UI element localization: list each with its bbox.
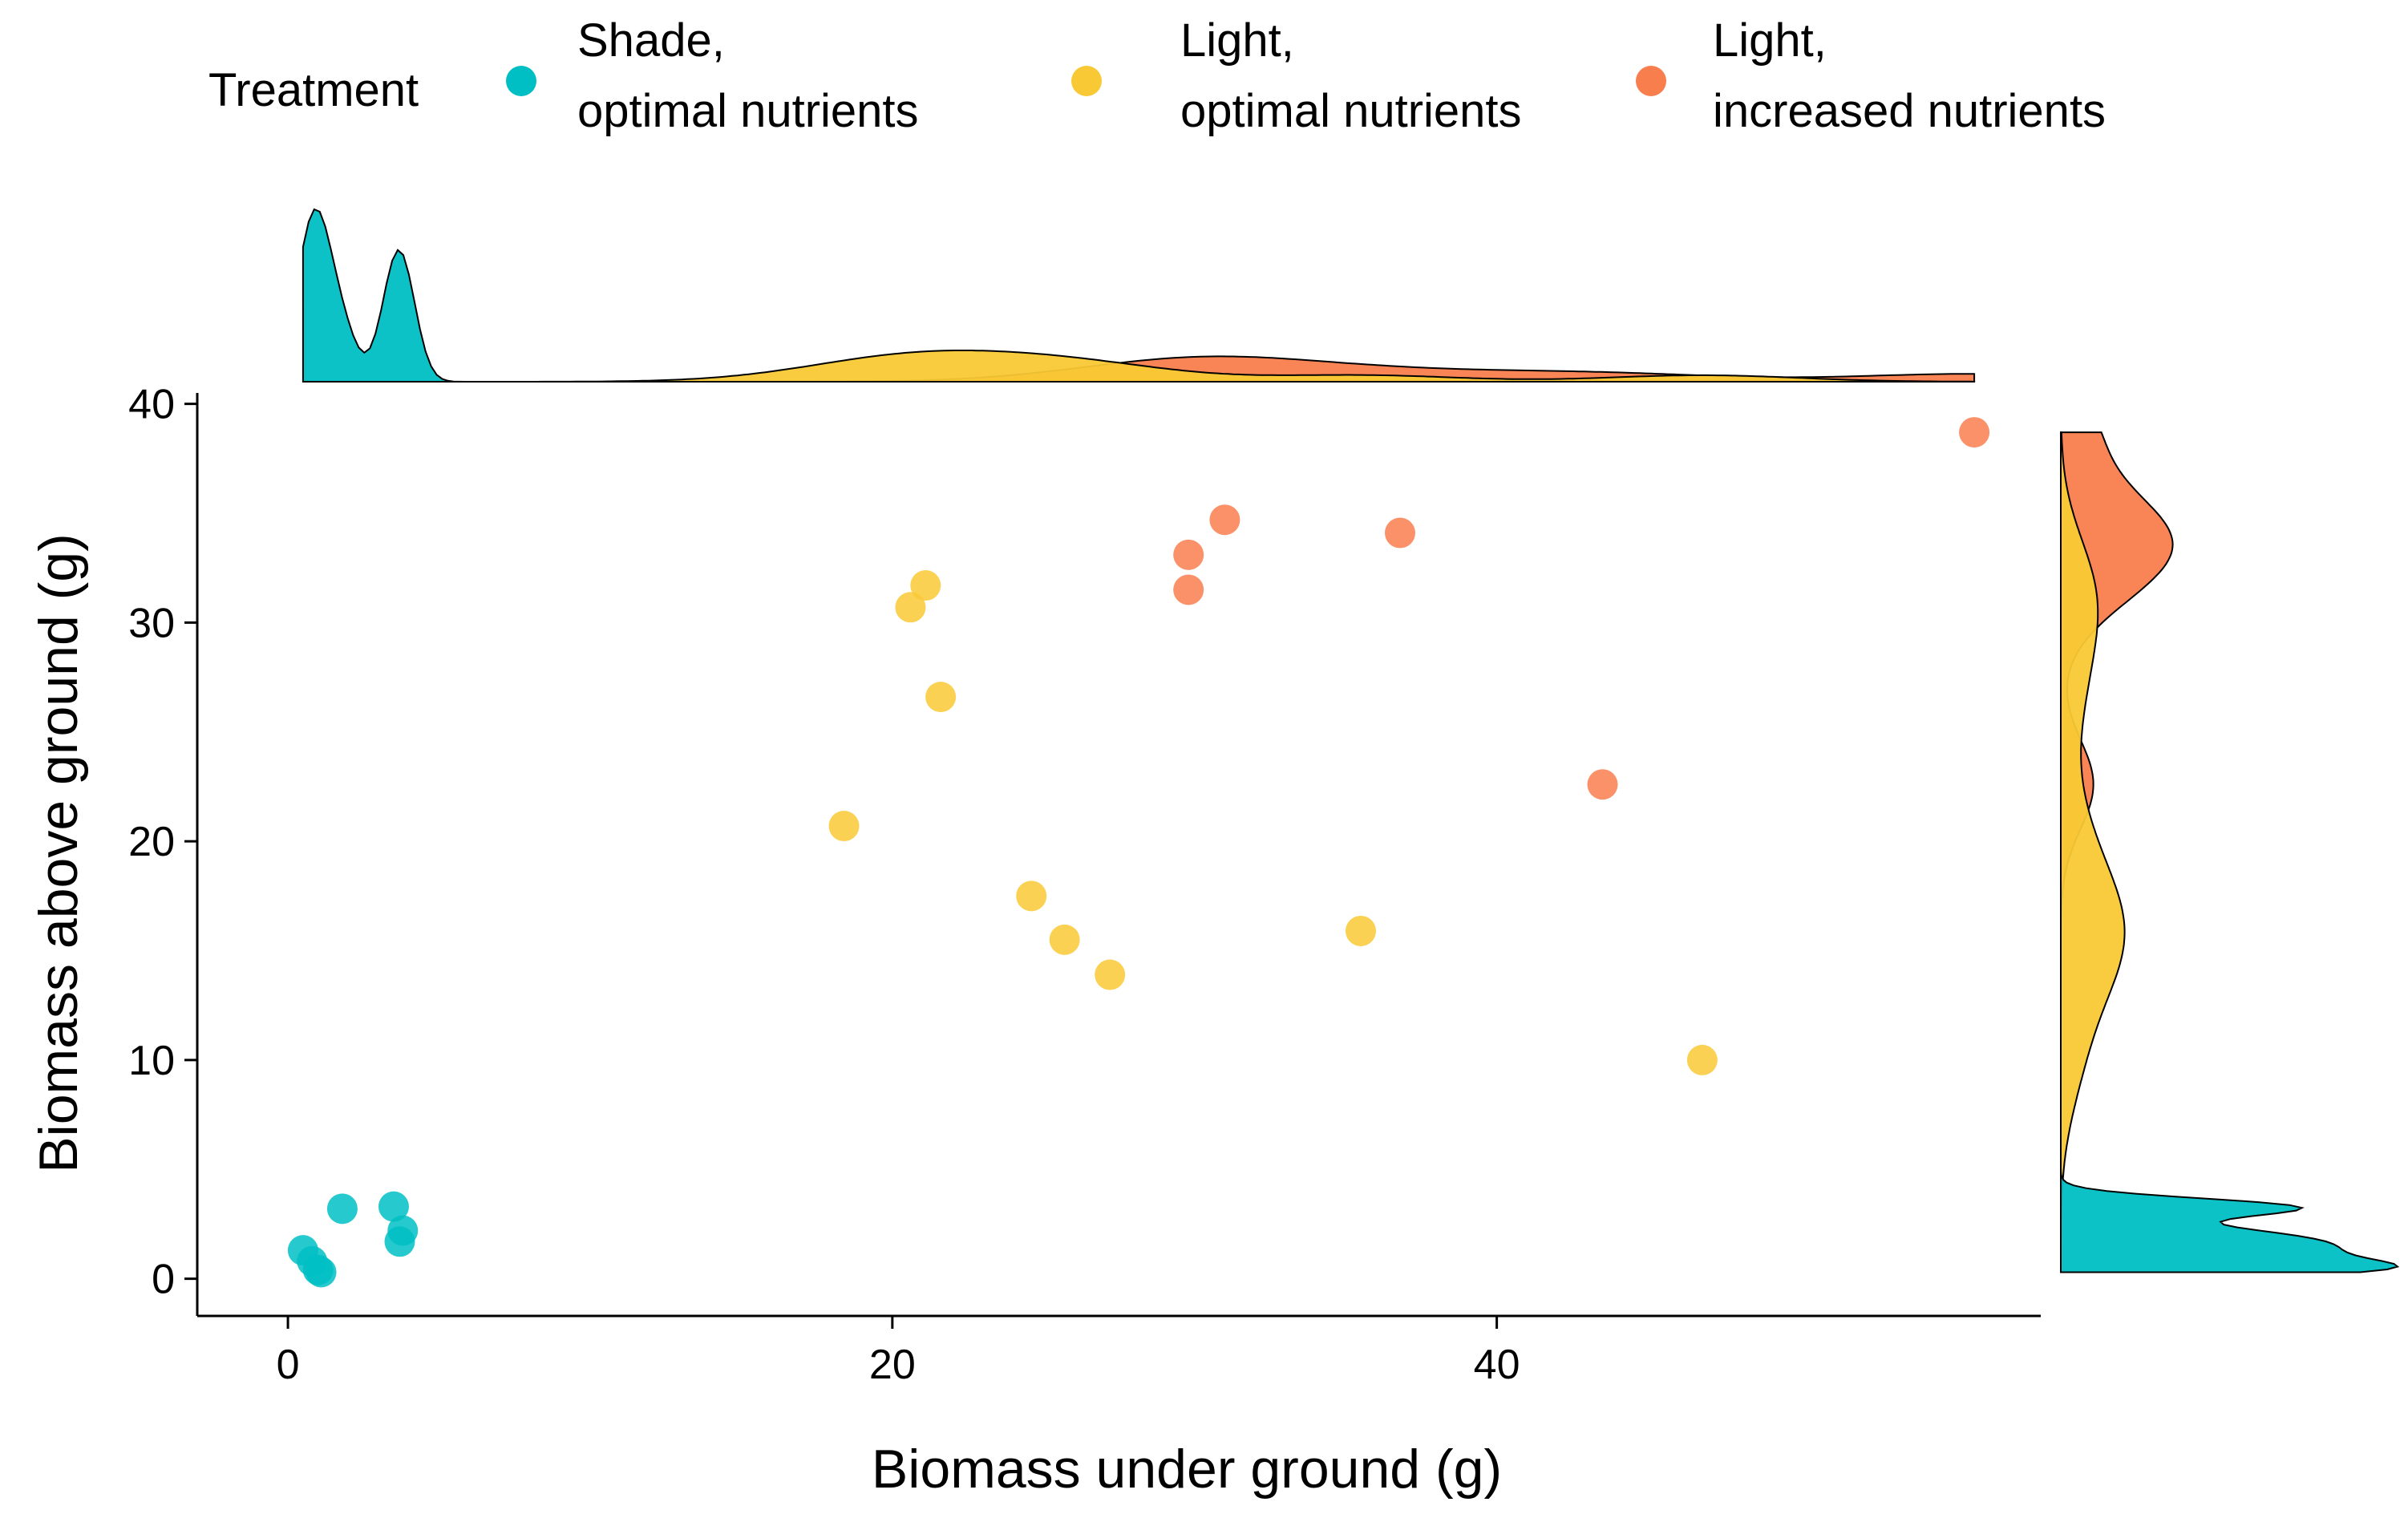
scatter-point-series-1 <box>1346 915 1377 946</box>
right-density-series-1 <box>2060 431 2126 1273</box>
legend-label-light-optimal: Light, optimal nutrients <box>1180 14 1522 137</box>
data-points <box>287 417 1990 1288</box>
x-tick-label: 40 <box>1474 1342 1520 1388</box>
scatter-point-series-2 <box>1385 517 1416 549</box>
legend-swatch-light-optimal <box>1071 66 1102 96</box>
legend-label-light-optimal-line2: optimal nutrients <box>1180 85 1522 137</box>
x-ticks: 0 20 40 <box>277 1316 1520 1388</box>
legend-label-shade-line2: optimal nutrients <box>577 85 919 137</box>
legend-label-shade-line1: Shade, <box>577 14 725 67</box>
legend-label-light-optimal-line1: Light, <box>1180 14 1294 67</box>
scatter-point-series-1 <box>1686 1044 1718 1075</box>
y-tick-label: 30 <box>128 600 175 646</box>
scatter-point-series-1 <box>910 570 941 601</box>
legend-swatch-light-increased <box>1636 66 1666 96</box>
right-marginal-density <box>2060 431 2400 1273</box>
x-tick-label: 20 <box>869 1342 916 1388</box>
top-marginal-density <box>302 208 1976 383</box>
top-density-series-0 <box>302 208 1975 383</box>
scatter-point-series-1 <box>895 592 926 623</box>
legend: Treatment Shade, optimal nutrients Light,… <box>208 14 2106 137</box>
scatter-point-series-2 <box>1959 417 1990 448</box>
scatter-point-series-1 <box>925 682 957 713</box>
legend-title: Treatment <box>208 64 419 116</box>
scatter-point-series-2 <box>1173 574 1204 605</box>
legend-label-light-increased-line2: increased nutrients <box>1713 85 2106 137</box>
axes <box>196 393 2041 1318</box>
y-axis-title: Biomass above ground (g) <box>28 533 89 1173</box>
scatter-point-series-0 <box>306 1257 337 1288</box>
scatter-point-series-2 <box>1173 539 1204 570</box>
scatter-point-series-0 <box>384 1226 415 1257</box>
x-tick-label: 0 <box>277 1342 300 1388</box>
scatter-point-series-1 <box>1016 880 1047 912</box>
scatter-point-series-0 <box>326 1193 358 1225</box>
y-tick-label: 0 <box>152 1257 175 1303</box>
y-tick-label: 10 <box>128 1038 175 1084</box>
scatter-point-series-0 <box>378 1191 409 1222</box>
scatter-point-series-1 <box>1049 924 1080 955</box>
scatter-point-series-1 <box>828 811 860 842</box>
y-tick-label: 20 <box>128 819 175 865</box>
right-density-series-0 <box>2060 432 2400 1273</box>
x-axis-title: Biomass under ground (g) <box>872 1439 1502 1500</box>
legend-label-light-increased: Light, increased nutrients <box>1713 14 2106 137</box>
scatter-point-series-2 <box>1587 769 1618 800</box>
legend-swatch-shade <box>506 66 536 96</box>
y-ticks: 0 10 20 30 40 <box>128 382 197 1303</box>
scatter-point-series-1 <box>1095 959 1126 990</box>
scatter-point-series-2 <box>1209 504 1240 536</box>
top-density-series-1 <box>302 350 1976 383</box>
legend-label-shade: Shade, optimal nutrients <box>577 14 919 137</box>
y-tick-label: 40 <box>128 382 175 428</box>
legend-label-light-increased-line1: Light, <box>1713 14 1827 67</box>
